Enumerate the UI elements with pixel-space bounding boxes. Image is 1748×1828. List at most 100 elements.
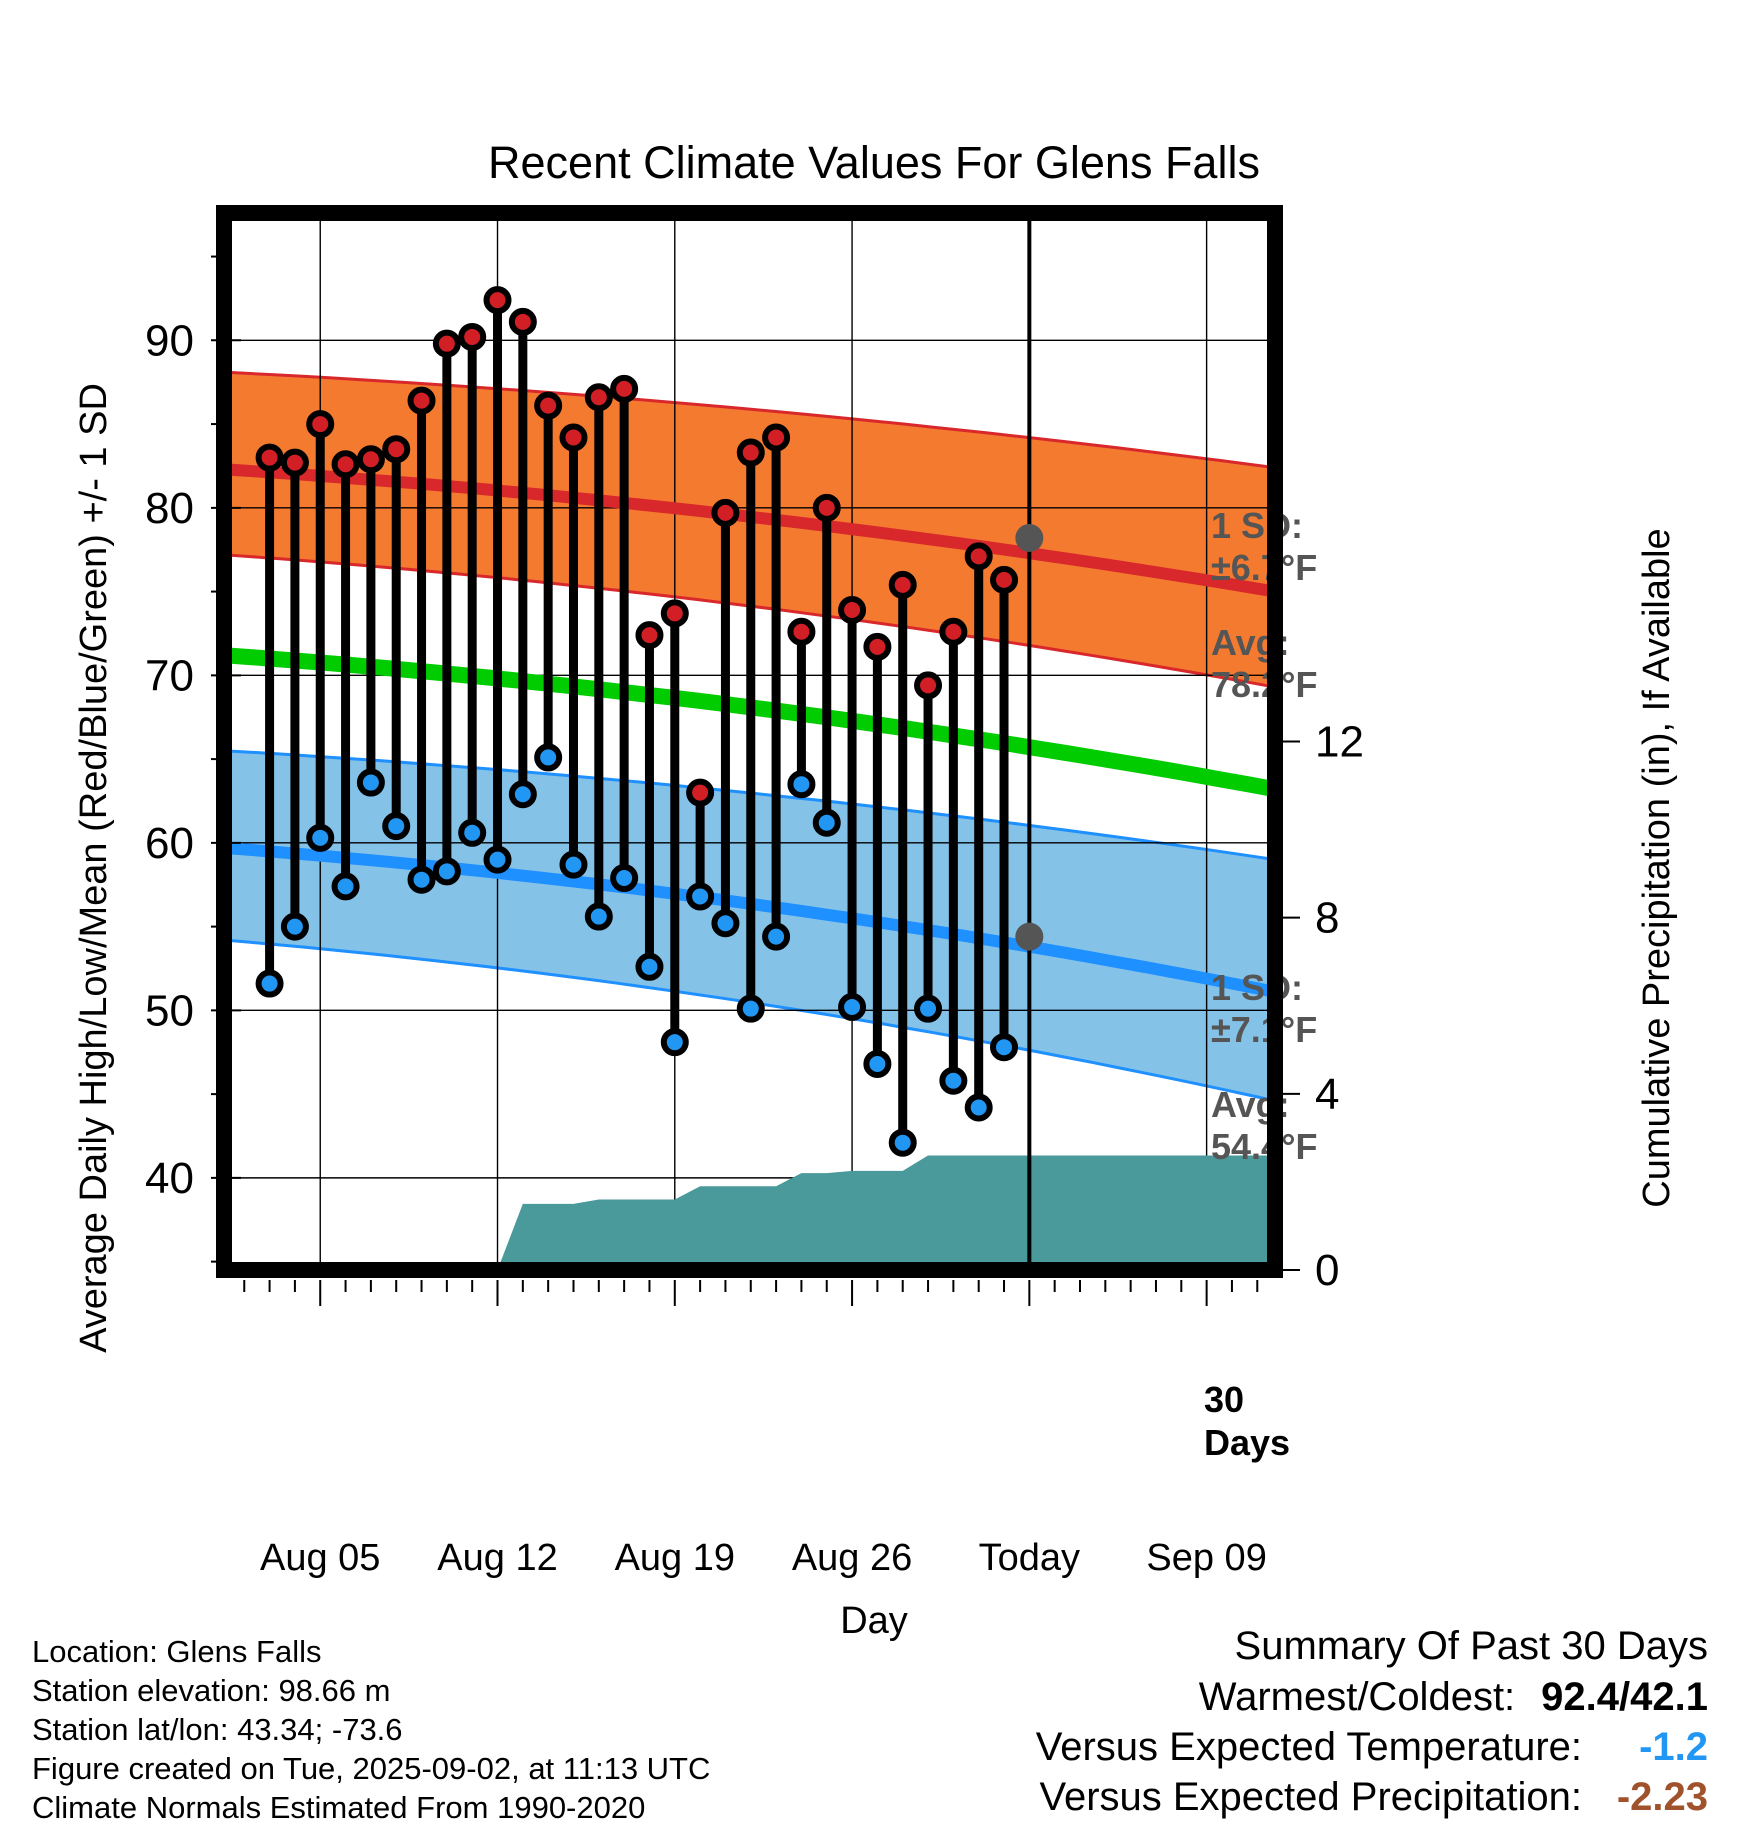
high-point	[356, 445, 385, 474]
high-point	[407, 386, 436, 415]
low-point	[280, 912, 309, 941]
low-point	[458, 818, 487, 847]
high-point	[990, 565, 1019, 594]
high-point	[964, 542, 993, 571]
low-point	[888, 1128, 917, 1157]
y-tick-label: 60	[145, 819, 194, 868]
high-point	[432, 329, 461, 358]
low-point	[382, 812, 411, 841]
low-point	[635, 952, 664, 981]
y2-tick-label: 0	[1315, 1246, 1339, 1295]
low-point	[787, 770, 816, 799]
low-point	[838, 993, 867, 1022]
temp-anomaly-label: Versus Expected Temperature:	[1035, 1725, 1582, 1769]
precipitation-area	[224, 1155, 1275, 1270]
low-point	[356, 768, 385, 797]
precipitation-area-fill	[224, 1155, 1275, 1270]
low-avg-marker	[1015, 922, 1044, 951]
precip-anomaly-value: -2.23	[1616, 1775, 1708, 1819]
low-point	[610, 864, 639, 893]
days-word-label: Days	[1204, 1422, 1290, 1463]
high-point	[483, 286, 512, 315]
x-tick-label: Aug 05	[260, 1537, 380, 1579]
temp-anomaly-value: -1.2	[1639, 1725, 1708, 1769]
high-point	[280, 448, 309, 477]
plot-border	[216, 205, 1283, 1278]
low-point	[559, 850, 588, 879]
low-point	[432, 857, 461, 886]
y-tick-label: 70	[145, 651, 194, 700]
high-point	[534, 391, 563, 420]
created-text: Figure created on Tue, 2025-09-02, at 11…	[32, 1751, 711, 1786]
y2-tick-label: 4	[1315, 1070, 1339, 1119]
high-avg-marker	[1015, 523, 1044, 552]
annotations: 1 SD: ±6.7°F Avg: 78.2°F 1 SD: ±7.1°F Av…	[1204, 505, 1317, 1463]
high-point	[686, 778, 715, 807]
high-point	[584, 383, 613, 412]
high-point	[787, 617, 816, 646]
elevation-text: Station elevation: 98.66 m	[32, 1673, 391, 1708]
low-point	[939, 1066, 968, 1095]
precip-anomaly-label: Versus Expected Precipitation:	[1039, 1775, 1582, 1819]
high-point	[660, 599, 689, 628]
high-point	[762, 423, 791, 452]
warmest-coldest-label: Warmest/Coldest:	[1198, 1675, 1516, 1719]
high-point	[610, 374, 639, 403]
low-point	[584, 902, 613, 931]
x-tick-label: Today	[979, 1537, 1080, 1579]
low-point	[407, 865, 436, 894]
high-point	[863, 632, 892, 661]
x-tick-label: Sep 09	[1146, 1537, 1266, 1579]
observed-temperatures	[255, 286, 1019, 1157]
y-tick-label: 40	[145, 1154, 194, 1203]
high-point	[939, 617, 968, 646]
high-sd-value: ±6.7°F	[1211, 547, 1317, 588]
high-point	[458, 322, 487, 351]
axes: 40 50 60 70 80 90 0 4 8 12 Aug 05 Aug 12 Aug 19 Aug 2…	[145, 255, 1364, 1579]
high-point	[914, 671, 943, 700]
low-avg-value: 54.4°F	[1211, 1126, 1317, 1167]
x-axis-label: Day	[840, 1600, 908, 1642]
low-point	[660, 1028, 689, 1057]
low-sd-value: ±7.1°F	[1211, 1009, 1317, 1050]
low-point	[736, 994, 765, 1023]
x-tick-label: Aug 19	[615, 1537, 735, 1579]
precip-anomaly-row: Versus Expected Precipitation: -2.23	[1036, 1772, 1708, 1822]
y-axis-label: Average Daily High/Low/Mean (Red/Blue/Gr…	[73, 383, 115, 1353]
latlon-text: Station lat/lon: 43.34; -73.6	[32, 1712, 403, 1747]
high-point	[255, 443, 284, 472]
summary-title: Summary Of Past 30 Days	[1234, 1624, 1708, 1668]
x-tick-label: Aug 12	[437, 1537, 557, 1579]
high-point	[306, 410, 335, 439]
y-tick-label: 50	[145, 986, 194, 1035]
low-point	[534, 743, 563, 772]
low-point	[964, 1093, 993, 1122]
summary-panel: Summary Of Past 30 Days Warmest/Coldest:…	[1036, 1620, 1708, 1822]
high-sd-band-top-edge	[224, 370, 1275, 470]
warmest-coldest-row: Warmest/Coldest: 92.4/42.1	[1036, 1672, 1708, 1722]
station-info: Location: Glens Falls Station elevation:…	[32, 1632, 710, 1827]
high-point	[635, 621, 664, 650]
low-point	[306, 823, 335, 852]
low-point	[812, 808, 841, 837]
low-point	[483, 845, 512, 874]
low-sd-label: 1 SD:	[1211, 967, 1303, 1008]
y2-tick-label: 8	[1315, 894, 1339, 943]
temp-anomaly-row: Versus Expected Temperature: -1.2	[1036, 1722, 1708, 1772]
low-point	[863, 1049, 892, 1078]
low-point	[331, 872, 360, 901]
location-text: Location: Glens Falls	[32, 1634, 322, 1669]
high-point	[331, 450, 360, 479]
warmest-coldest-value: 92.4/42.1	[1541, 1675, 1708, 1719]
high-point	[812, 493, 841, 522]
low-point	[686, 882, 715, 911]
low-point	[255, 969, 284, 998]
low-point	[914, 994, 943, 1023]
y-tick-label: 90	[145, 316, 194, 365]
low-point	[508, 780, 537, 809]
plot-frame	[216, 205, 1283, 1278]
high-point	[888, 570, 917, 599]
days-count-label: 30	[1204, 1379, 1244, 1420]
low-point	[762, 922, 791, 951]
